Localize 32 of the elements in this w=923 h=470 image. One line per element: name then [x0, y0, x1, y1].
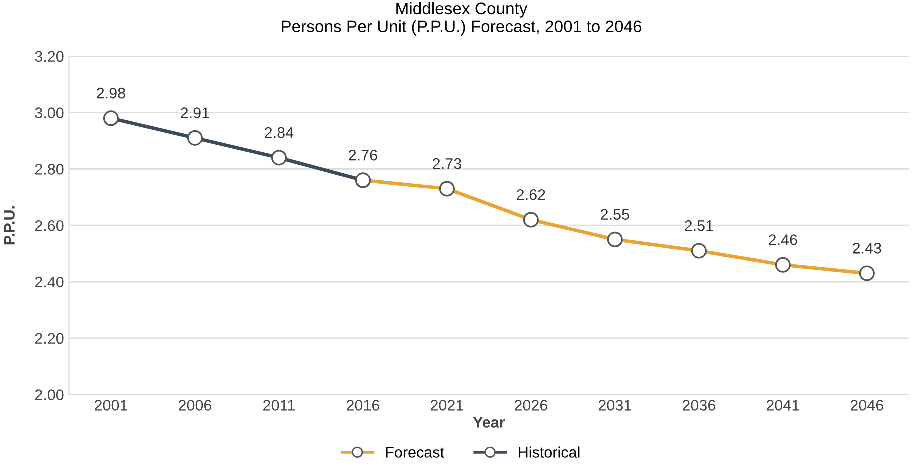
chart-title: Middlesex County Persons Per Unit (P.P.U.) Forecast, 2001 to 2046 [282, 2, 642, 36]
y-tick-label: 2.40 [35, 276, 64, 288]
x-axis-title: Year [473, 417, 506, 428]
x-tick-label: 2001 [95, 400, 128, 411]
data-label: 2.51 [685, 220, 714, 232]
legend-label: Forecast [386, 447, 444, 458]
x-tick-label: 2036 [682, 400, 716, 411]
data-label: 2.84 [265, 127, 294, 138]
data-label: 2.73 [433, 158, 462, 170]
data-label: 2.76 [349, 150, 378, 161]
y-axis-title: P.P.U. [4, 206, 15, 245]
data-label: 2.62 [517, 189, 546, 200]
data-label: 2.91 [181, 108, 210, 118]
legend-label: Historical [519, 446, 580, 458]
x-tick-label: 2006 [178, 400, 212, 411]
y-tick-label: 3.20 [35, 51, 64, 62]
data-label: 2.55 [601, 209, 630, 220]
x-tick-label: 2046 [850, 400, 884, 411]
x-tick-label: 2041 [766, 400, 800, 411]
y-tick-label: 2.20 [35, 333, 64, 344]
y-tick-label: 3.00 [35, 108, 64, 118]
data-label: 2.98 [97, 88, 126, 99]
y-tick-label: 2.80 [35, 164, 64, 175]
y-tick-label: 2.00 [35, 390, 64, 400]
y-tick-label: 2.60 [35, 220, 64, 232]
x-tick-label: 2021 [430, 400, 464, 411]
x-tick-label: 2011 [264, 400, 295, 411]
data-label: 2.43 [853, 243, 882, 254]
data-label: 2.46 [769, 234, 798, 246]
x-tick-label: 2016 [346, 400, 380, 411]
x-tick-label: 2031 [598, 400, 632, 411]
x-tick-label: 2026 [514, 400, 548, 411]
